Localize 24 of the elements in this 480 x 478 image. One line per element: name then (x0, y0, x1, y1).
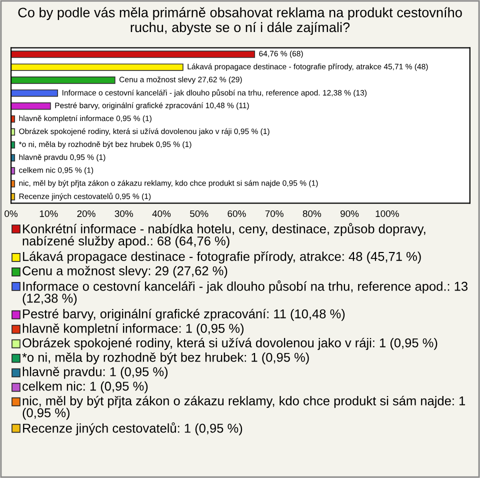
legend-label: hlavně pravdu: 1 (0,95 %) (22, 366, 168, 379)
x-tick-label: 90% (340, 210, 359, 218)
x-tick-label: 50% (190, 210, 208, 218)
legend-label: Pestré barvy, originální grafické zpracování: 11 (10,48 %) (23, 308, 345, 321)
legend-label: *o ni, měla by rozhodně být bez hrubek: 1 (0,95 %) (22, 352, 309, 364)
legend-label: hlavně kompletní informace: 1 (0,95 %) (22, 323, 244, 336)
chart-title: Co by podle vás měla primárně obsahovat reklama na produkt cestovního ruchu, abyste se o ní i dále zajímali? (18, 7, 462, 35)
x-tick-label: 80% (302, 210, 322, 218)
x-tick-label: 20% (77, 210, 96, 218)
legend-label: Recenze jiných cestovatelů: 1 (0,95 %) (23, 422, 242, 436)
x-tick-label: 0% (4, 210, 18, 218)
x-tick-label: 70% (265, 210, 284, 218)
legend-label: nic, měl by být přjta zákon o zákazu reklamy, kdo chce produkt si sám najde: 1 (0,95 %) (22, 396, 466, 420)
x-tick-label: 30% (114, 210, 133, 218)
legend-label: Informace o cestovní kanceláři - jak dlouho působí na trhu, reference apod.: 13 (12,38 %) (22, 280, 468, 306)
x-tick-label: 10% (40, 210, 58, 218)
legend-label: Obrázek spokojené rodiny, která si užívá dovolenou jako v ráji: 1 (0,95 %) (22, 338, 438, 350)
legend-label: celkem nic: 1 (0,95 %) (22, 381, 148, 394)
x-tick-label: 60% (228, 210, 246, 218)
legend-label: Cenu a možnost slevy: 29 (27,62 %) (22, 266, 228, 278)
x-tick-label: 100% (376, 210, 399, 218)
legend-label: Lákavá propagace destinace - fotografie přírody, atrakce: 48 (45,71 %) (23, 251, 421, 264)
legend-label: Konkrétní informace - nabídka hotelu, ceny, destinace, způsob dopravy, nabízené služby apod.: 68 (64,76 %) (22, 223, 426, 248)
x-tick-label: 40% (152, 210, 171, 218)
